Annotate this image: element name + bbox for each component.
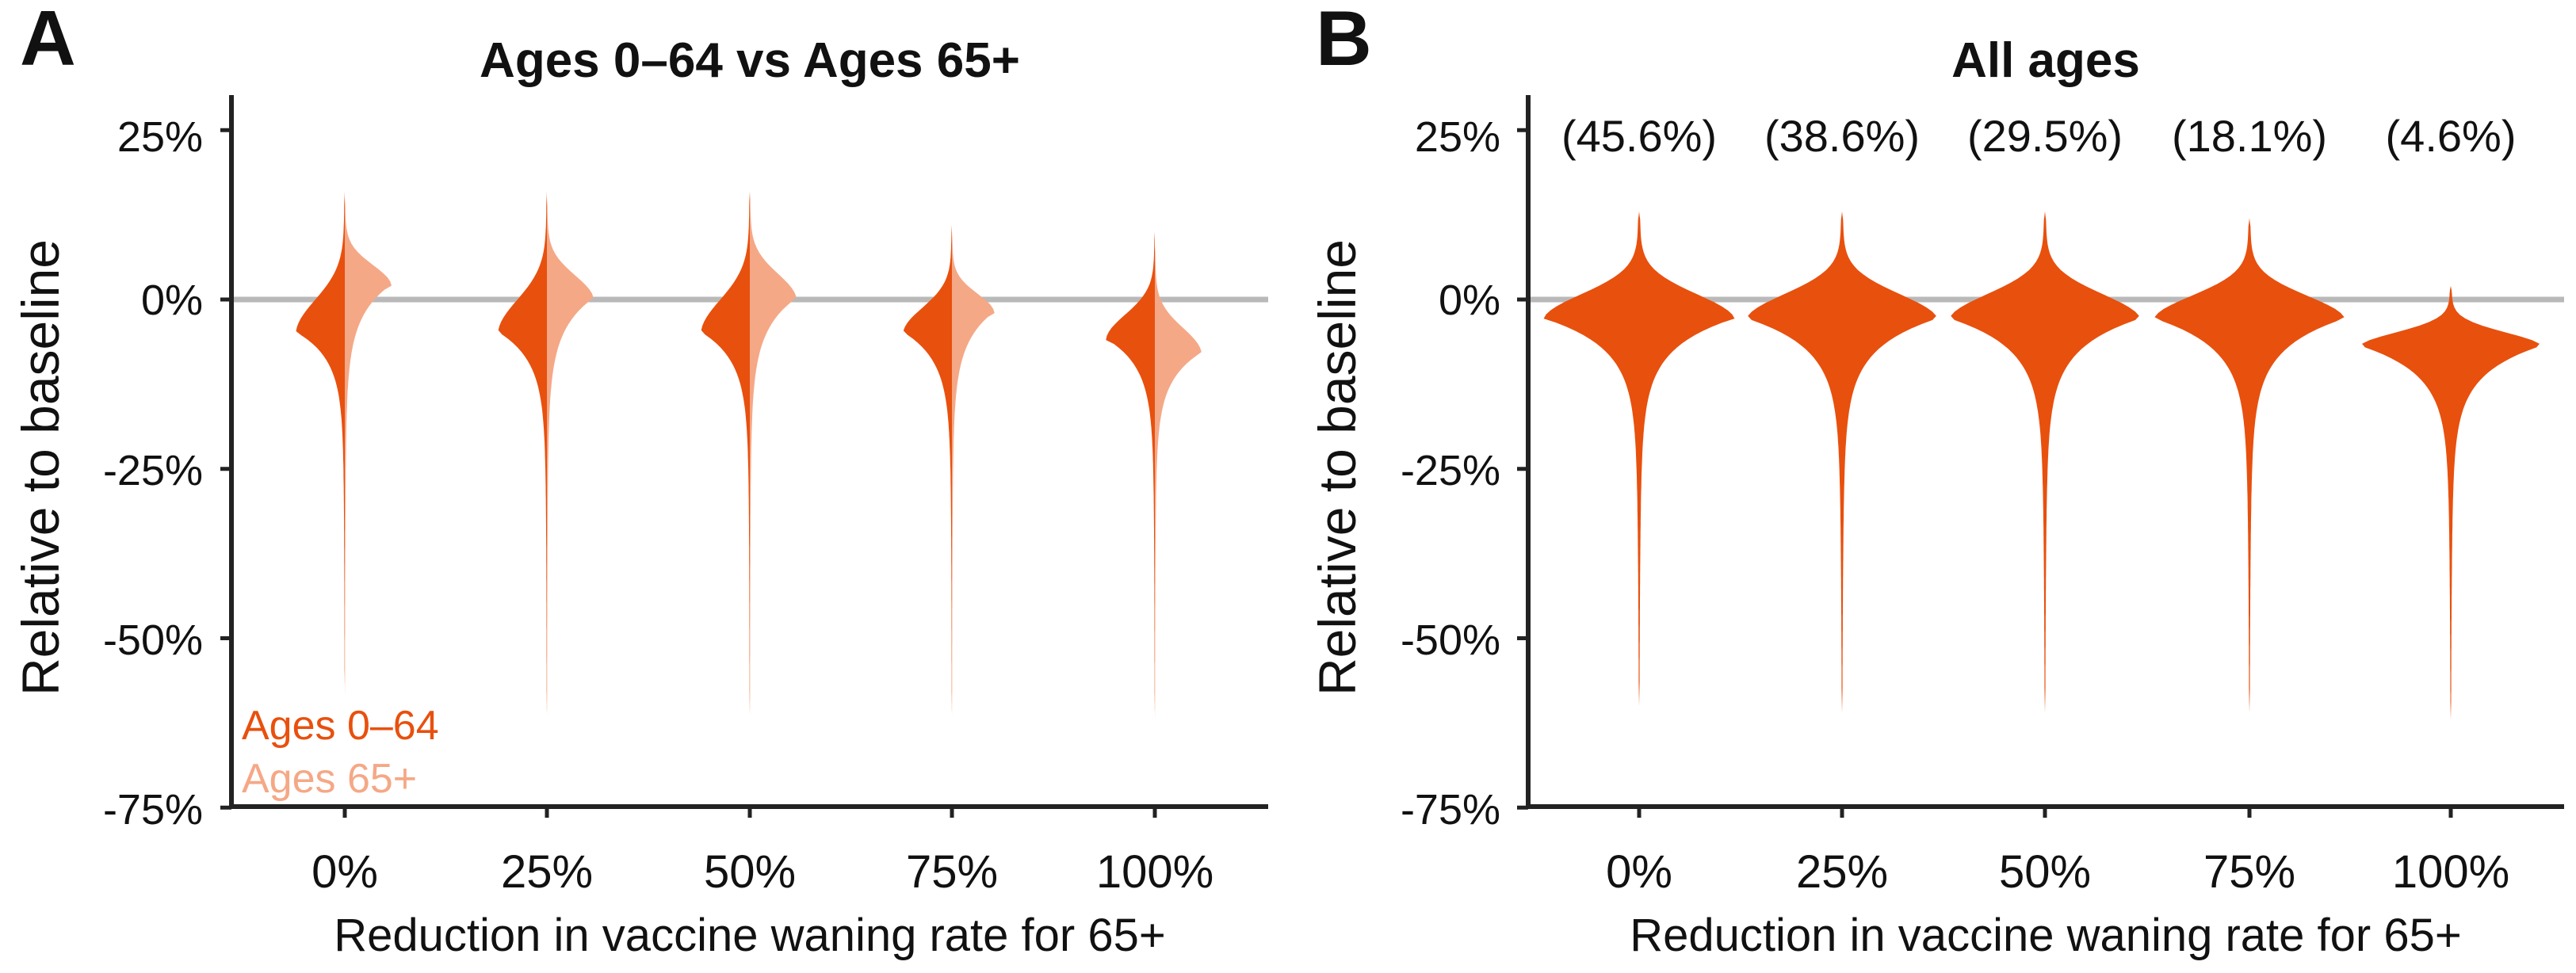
panel-b-y-ticks: 25% 0% -25% -50% -75% <box>1401 113 1500 834</box>
panel-a-x-ticks: 0% 25% 50% 75% 100% <box>311 846 1213 898</box>
violin-ages-0-64-3 <box>903 224 952 713</box>
panel-b-y-axis-label: Relative to baseline <box>1308 239 1366 696</box>
panel-b-x-axis-label: Reduction in vaccine waning rate for 65+ <box>1630 910 2461 961</box>
x-tick-label: 75% <box>906 846 998 898</box>
panel-b-annotations: (45.6%) (38.6%) (29.5%) (18.1%) (4.6%) <box>1561 111 2517 161</box>
panel-a-y-axis-label: Relative to baseline <box>11 239 70 696</box>
panel-a-y-ticks: 25% 0% -25% -50% -75% <box>103 113 203 834</box>
legend-item-ages-0-64: Ages 0–64 <box>242 703 439 749</box>
violin-ages-65--4 <box>1155 245 1202 720</box>
x-tick-label: 100% <box>1096 846 1213 898</box>
panel-b-letter: B <box>1316 0 1372 82</box>
x-tick-label: 50% <box>704 846 796 898</box>
violin-ages-0-64-1 <box>498 191 547 713</box>
violin-all-ages-3 <box>2154 218 2345 713</box>
panel-a-x-axis-label: Reduction in vaccine waning rate for 65+ <box>334 910 1165 961</box>
panel-a-legend: Ages 0–64 Ages 65+ <box>242 703 439 802</box>
violin-all-ages-1 <box>1748 211 1936 713</box>
x-tick-label: 50% <box>1999 846 2091 898</box>
panel-b-x-ticks: 0% 25% 50% 75% 100% <box>1606 846 2509 898</box>
x-tick-label: 0% <box>1606 846 1672 898</box>
annotation-label: (45.6%) <box>1561 111 1717 161</box>
y-tick-label: -50% <box>103 616 203 664</box>
panel-a-title: Ages 0–64 vs Ages 65+ <box>480 33 1020 88</box>
x-tick-label: 75% <box>2203 846 2295 898</box>
panel-a-letter: A <box>20 0 76 82</box>
panel-a-plot <box>220 95 1268 818</box>
annotation-label: (29.5%) <box>1967 111 2123 161</box>
violin-ages-0-64-0 <box>296 191 345 686</box>
violin-ages-65--2 <box>750 191 797 720</box>
annotation-label: (18.1%) <box>2172 111 2327 161</box>
y-tick-label: 0% <box>141 277 203 324</box>
y-tick-label: -25% <box>103 447 203 494</box>
violin-ages-65--3 <box>952 231 995 720</box>
y-tick-label: 25% <box>117 113 203 161</box>
x-tick-label: 0% <box>311 846 378 898</box>
legend-item-ages-65-plus: Ages 65+ <box>242 756 417 802</box>
violin-ages-65--1 <box>547 197 594 720</box>
panel-b: B All ages Relative to baseline Reductio… <box>1308 0 2516 961</box>
annotation-label: (38.6%) <box>1764 111 1920 161</box>
panel-b-plot <box>1517 95 2564 818</box>
y-tick-label: 0% <box>1439 277 1500 324</box>
y-tick-label: -50% <box>1401 616 1500 664</box>
violin-all-ages-4 <box>2362 285 2540 720</box>
violin-ages-65--0 <box>345 197 392 700</box>
x-tick-label: 100% <box>2392 846 2509 898</box>
x-tick-label: 25% <box>501 846 593 898</box>
x-tick-label: 25% <box>1796 846 1888 898</box>
y-tick-label: -75% <box>1401 786 1500 834</box>
violin-all-ages-0 <box>1543 211 1735 706</box>
panel-b-title: All ages <box>1951 33 2140 88</box>
panel-a: A Ages 0–64 vs Ages 65+ Relative to base… <box>11 0 1213 961</box>
y-tick-label: 25% <box>1415 113 1500 161</box>
y-tick-label: -25% <box>1401 447 1500 494</box>
violin-ages-0-64-4 <box>1106 231 1155 713</box>
violin-ages-0-64-2 <box>701 191 750 713</box>
violin-all-ages-2 <box>1951 211 2139 713</box>
annotation-label: (4.6%) <box>2386 111 2517 161</box>
y-tick-label: -75% <box>103 786 203 834</box>
